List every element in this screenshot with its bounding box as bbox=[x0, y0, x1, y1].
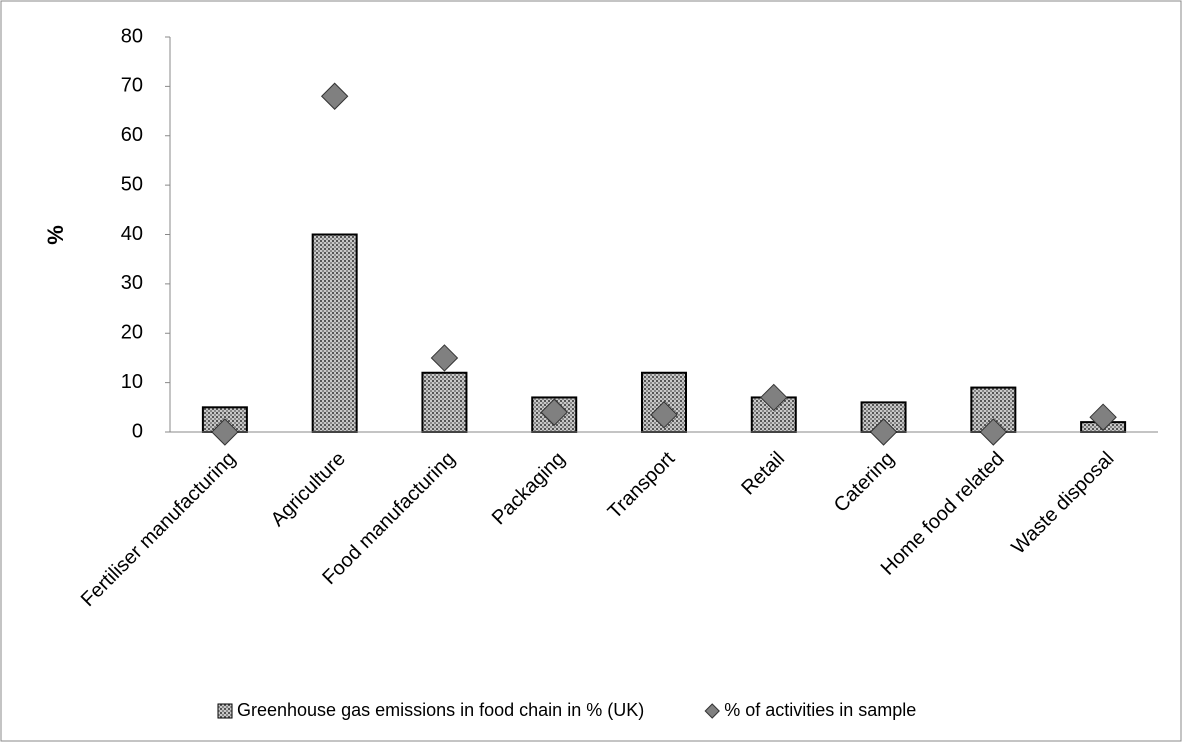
y-tick-label: 10 bbox=[121, 371, 143, 393]
legend-label: Greenhouse gas emissions in food chain i… bbox=[237, 700, 644, 720]
bar bbox=[311, 233, 358, 433]
diamond-marker bbox=[650, 401, 678, 429]
y-tick-label: 80 bbox=[121, 25, 143, 47]
y-tick-label: 50 bbox=[121, 173, 143, 195]
y-tick-label: 70 bbox=[121, 75, 143, 97]
diamond-marker bbox=[1089, 403, 1117, 431]
legend-swatch bbox=[704, 703, 720, 719]
diamond-marker bbox=[430, 344, 459, 372]
y-tick-label: 20 bbox=[121, 322, 143, 344]
diamond-marker bbox=[979, 418, 1008, 446]
legend-swatch bbox=[217, 703, 233, 719]
y-axis-label: % bbox=[43, 225, 68, 245]
legend-label: % of activities in sample bbox=[724, 700, 916, 720]
y-tick-label: 40 bbox=[121, 223, 143, 245]
diamond-marker bbox=[320, 82, 349, 110]
y-tick-label: 0 bbox=[132, 420, 143, 442]
y-tick-label: 30 bbox=[121, 272, 143, 294]
diamond-marker bbox=[540, 398, 568, 426]
diamond-marker bbox=[869, 418, 898, 446]
diamond-marker bbox=[760, 383, 788, 412]
diamond-marker bbox=[211, 418, 239, 446]
bar bbox=[421, 371, 468, 433]
y-tick-label: 60 bbox=[121, 124, 143, 146]
